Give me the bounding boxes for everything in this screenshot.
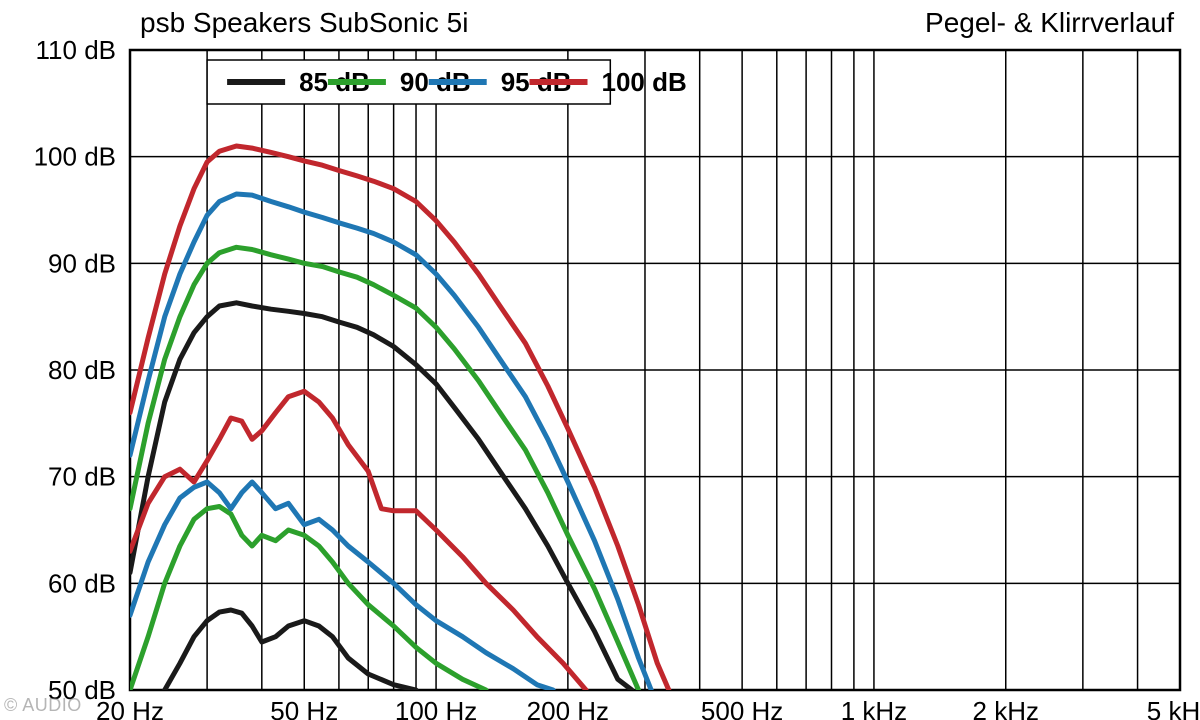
y-tick-label: 60 dB [48,568,116,598]
y-tick-label: 70 dB [48,462,116,492]
x-tick-label: 20 Hz [96,696,164,720]
frequency-response-chart: 85 dB90 dB95 dB100 dB50 dB60 dB70 dB80 d… [0,0,1200,720]
y-tick-label: 80 dB [48,355,116,385]
y-tick-label: 100 dB [34,142,116,172]
y-tick-label: 90 dB [48,248,116,278]
x-tick-label: 100 Hz [395,696,477,720]
chart-title-right: Pegel- & Klirrverlauf [925,7,1174,38]
x-tick-label: 500 Hz [701,696,783,720]
x-tick-label: 50 Hz [270,696,338,720]
chart-title-left: psb Speakers SubSonic 5i [140,7,468,38]
x-tick-label: 200 Hz [527,696,609,720]
watermark-text: © AUDIO [4,695,82,716]
x-tick-label: 5 kHz [1147,696,1200,720]
y-tick-label: 110 dB [36,35,116,65]
legend-label: 100 dB [602,67,687,97]
x-tick-label: 2 kHz [973,696,1039,720]
x-tick-label: 1 kHz [841,696,907,720]
